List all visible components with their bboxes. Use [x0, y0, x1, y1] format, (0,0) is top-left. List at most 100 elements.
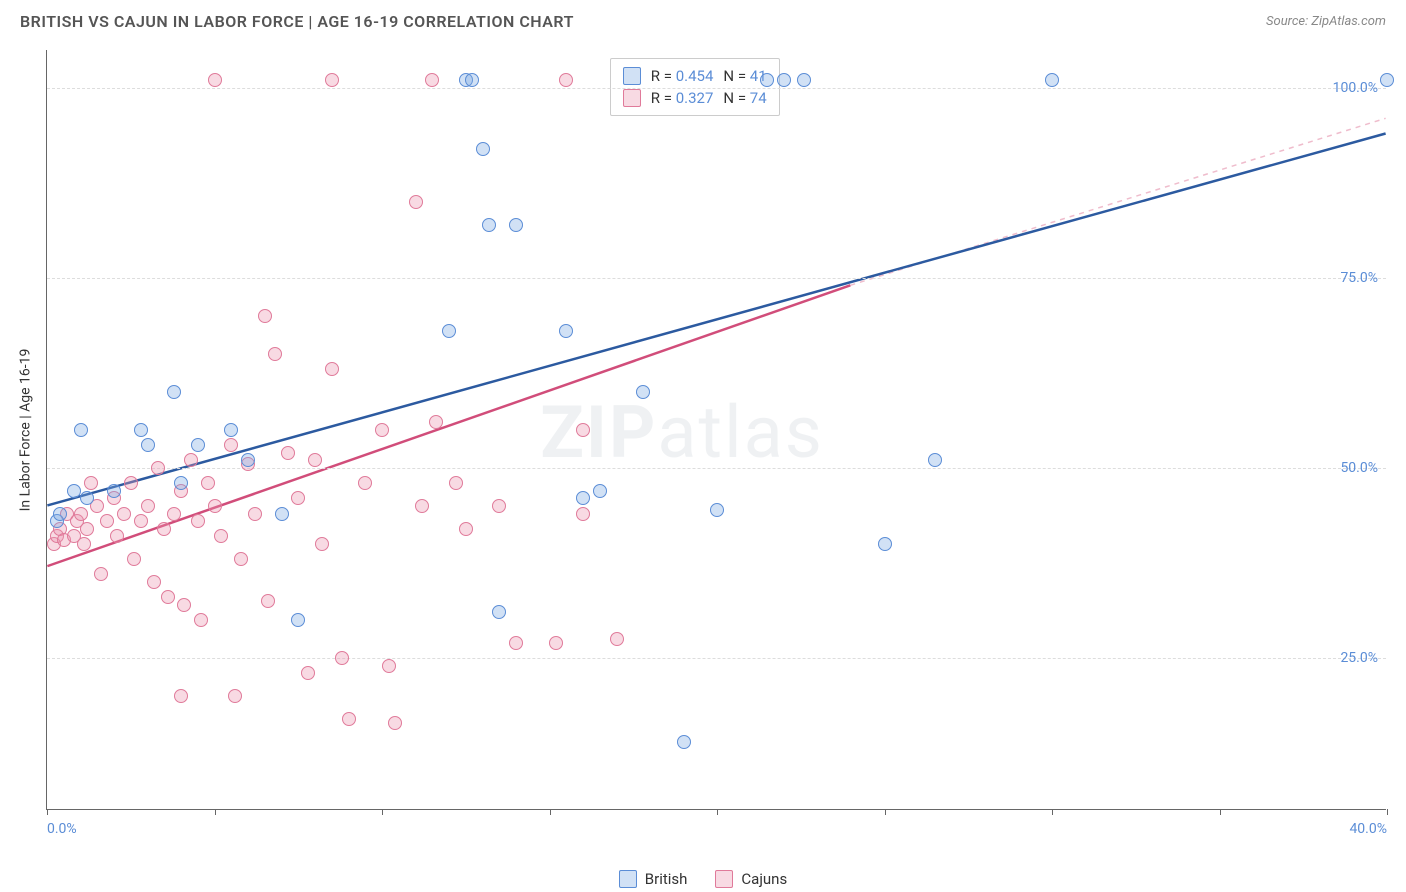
x-tick	[885, 809, 886, 815]
cajun-point	[459, 522, 473, 536]
cajun-point	[261, 594, 275, 608]
british-point	[191, 438, 205, 452]
british-point	[67, 484, 81, 498]
legend-row: R = 0.454 N = 41	[623, 65, 767, 87]
gridline	[47, 278, 1386, 279]
british-point	[777, 73, 791, 87]
cajun-point	[161, 590, 175, 604]
cajun-point	[94, 567, 108, 581]
cajun-point	[308, 453, 322, 467]
x-tick	[1220, 809, 1221, 815]
cajun-point	[291, 491, 305, 505]
cajun-point	[409, 195, 423, 209]
chart-source: Source: ZipAtlas.com	[1266, 14, 1386, 29]
cajun-point	[80, 522, 94, 536]
x-tick	[550, 809, 551, 815]
british-point	[275, 507, 289, 521]
y-tick-label: 100.0%	[1333, 80, 1378, 96]
british-point	[636, 385, 650, 399]
british-point	[476, 142, 490, 156]
x-tick-label: 0.0%	[47, 821, 77, 837]
cajun-point	[214, 529, 228, 543]
x-tick	[717, 809, 718, 815]
x-tick	[215, 809, 216, 815]
british-point	[174, 476, 188, 490]
trend-lines	[47, 50, 1386, 809]
cajun-point	[74, 507, 88, 521]
y-axis-label-wrap: In Labor Force | Age 16-19	[10, 50, 40, 810]
british-point	[141, 438, 155, 452]
british-point	[224, 423, 238, 437]
cajun-point	[201, 476, 215, 490]
scatter-chart: ZIPatlas R = 0.454 N = 41 R = 0.327 N = …	[46, 50, 1386, 810]
cajun-point	[375, 423, 389, 437]
british-point	[677, 735, 691, 749]
gridline	[47, 658, 1386, 659]
y-axis-label: In Labor Force | Age 16-19	[17, 349, 33, 512]
british-point	[80, 491, 94, 505]
cajun-point	[325, 73, 339, 87]
cajun-point	[167, 507, 181, 521]
british-point	[465, 73, 479, 87]
cajun-point	[194, 613, 208, 627]
cajun-point	[184, 453, 198, 467]
cajun-point	[325, 362, 339, 376]
series-legend: British Cajuns	[0, 870, 1406, 888]
british-point	[167, 385, 181, 399]
cajun-point	[610, 632, 624, 646]
british-point	[74, 423, 88, 437]
cajun-point	[576, 423, 590, 437]
legend-swatch	[623, 67, 641, 85]
cajun-point	[177, 598, 191, 612]
cajun-point	[84, 476, 98, 490]
cajun-point	[358, 476, 372, 490]
british-point	[1045, 73, 1059, 87]
british-point	[291, 613, 305, 627]
british-point	[559, 324, 573, 338]
cajun-point	[315, 537, 329, 551]
british-point	[1380, 73, 1394, 87]
british-point	[878, 537, 892, 551]
british-point	[134, 423, 148, 437]
british-point	[928, 453, 942, 467]
x-tick	[1387, 809, 1388, 815]
british-point	[53, 507, 67, 521]
cajun-point	[174, 689, 188, 703]
y-tick-label: 50.0%	[1340, 460, 1378, 476]
british-point	[442, 324, 456, 338]
cajun-point	[576, 507, 590, 521]
british-point	[107, 484, 121, 498]
legend-swatch	[619, 870, 637, 888]
cajun-point	[127, 552, 141, 566]
cajun-point	[415, 499, 429, 513]
cajun-point	[208, 499, 222, 513]
correlation-legend: R = 0.454 N = 41 R = 0.327 N = 74	[610, 58, 780, 116]
cajun-point	[559, 73, 573, 87]
legend-label: British	[645, 870, 688, 888]
cajun-point	[77, 537, 91, 551]
cajun-point	[134, 514, 148, 528]
legend-swatch	[715, 870, 733, 888]
cajun-point	[100, 514, 114, 528]
cajun-point	[147, 575, 161, 589]
cajun-point	[425, 73, 439, 87]
cajun-point	[208, 73, 222, 87]
legend-swatch	[623, 89, 641, 107]
cajun-point	[492, 499, 506, 513]
legend-r: R = 0.454	[651, 67, 714, 85]
cajun-point	[248, 507, 262, 521]
chart-title: BRITISH VS CAJUN IN LABOR FORCE | AGE 16…	[20, 12, 574, 31]
legend-item: Cajuns	[715, 870, 787, 888]
british-point	[576, 491, 590, 505]
british-point	[482, 218, 496, 232]
chart-header: BRITISH VS CAJUN IN LABOR FORCE | AGE 16…	[0, 0, 1406, 39]
legend-row: R = 0.327 N = 74	[623, 87, 767, 109]
cajun-point	[342, 712, 356, 726]
cajun-point	[191, 514, 205, 528]
cajun-point	[157, 522, 171, 536]
x-tick-label: 40.0%	[1349, 821, 1387, 837]
cajun-point	[268, 347, 282, 361]
y-tick-label: 75.0%	[1340, 270, 1378, 286]
cajun-point	[110, 529, 124, 543]
cajun-point	[124, 476, 138, 490]
